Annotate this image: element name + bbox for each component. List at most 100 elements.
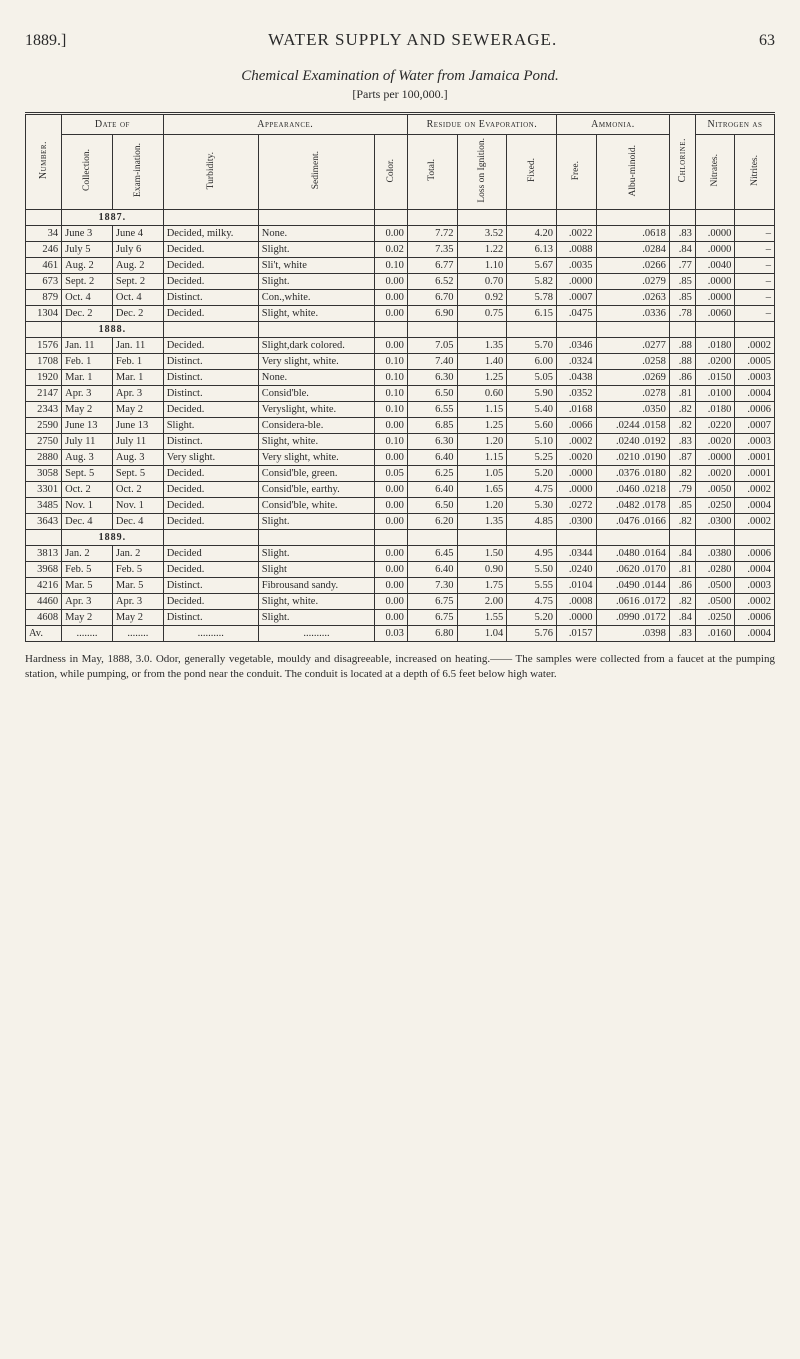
cell-sed: Veryslight, white. xyxy=(258,401,374,417)
cell-nitra: .0180 xyxy=(695,401,735,417)
cell-albu: .0269 xyxy=(596,369,669,385)
cell-sed: Slight. xyxy=(258,609,374,625)
cell-total: 6.20 xyxy=(407,513,457,529)
cell-total: 6.85 xyxy=(407,417,457,433)
cell-num: 4460 xyxy=(26,593,62,609)
table-row: 4608May 2May 2Distinct.Slight.0.006.751.… xyxy=(26,609,775,625)
cell-albu: .0620 .0170 xyxy=(596,561,669,577)
cell-exam: Aug. 3 xyxy=(112,449,163,465)
cell-color: 0.10 xyxy=(375,433,408,449)
cell-num: 1304 xyxy=(26,305,62,321)
cell-loss: 2.00 xyxy=(457,593,507,609)
group-nitrogen: Nitrogen as xyxy=(695,114,774,135)
cell-total: 6.40 xyxy=(407,449,457,465)
table-row: 2750July 11July 11Distinct.Slight, white… xyxy=(26,433,775,449)
cell-fixed: 5.82 xyxy=(507,273,557,289)
avg-loss: 1.04 xyxy=(457,625,507,641)
cell-sed: Con.,white. xyxy=(258,289,374,305)
cell-coll: Aug. 3 xyxy=(62,449,113,465)
cell-nitra: .0020 xyxy=(695,433,735,449)
cell-fixed: 5.70 xyxy=(507,337,557,353)
table-row: 2880Aug. 3Aug. 3Very slight.Very slight,… xyxy=(26,449,775,465)
cell-color: 0.10 xyxy=(375,401,408,417)
cell-nitri: .0003 xyxy=(735,369,775,385)
cell-total: 6.52 xyxy=(407,273,457,289)
cell-color: 0.00 xyxy=(375,273,408,289)
col-chlorine: Chlorine. xyxy=(677,138,688,182)
cell-turb: Decided. xyxy=(163,497,258,513)
col-turbidity: Turbidity. xyxy=(206,152,216,189)
cell-free: .0438 xyxy=(556,369,596,385)
cell-albu: .0284 xyxy=(596,241,669,257)
cell-exam: Feb. 5 xyxy=(112,561,163,577)
cell-fixed: 6.13 xyxy=(507,241,557,257)
avg-fixed: 5.76 xyxy=(507,625,557,641)
year-bracket: 1889.] xyxy=(25,32,66,50)
col-exam: Exam-ination. xyxy=(133,143,143,197)
cell-sed: Consid'ble, green. xyxy=(258,465,374,481)
data-table: Number. Date of Appearance. Residue on E… xyxy=(25,112,775,642)
cell-loss: 1.65 xyxy=(457,481,507,497)
cell-num: 673 xyxy=(26,273,62,289)
cell-coll: Dec. 2 xyxy=(62,305,113,321)
cell-color: 0.00 xyxy=(375,497,408,513)
cell-fixed: 5.30 xyxy=(507,497,557,513)
cell-turb: Very slight. xyxy=(163,449,258,465)
cell-nitra: .0060 xyxy=(695,305,735,321)
cell-chl: .87 xyxy=(669,449,695,465)
cell-albu: .0480 .0164 xyxy=(596,545,669,561)
cell-loss: 1.20 xyxy=(457,497,507,513)
cell-turb: Decided. xyxy=(163,401,258,417)
cell-loss: 1.35 xyxy=(457,513,507,529)
cell-exam: Dec. 4 xyxy=(112,513,163,529)
col-nitrates: Nitrates. xyxy=(710,154,720,186)
cell-loss: 0.70 xyxy=(457,273,507,289)
cell-chl: .88 xyxy=(669,337,695,353)
cell-free: .0066 xyxy=(556,417,596,433)
cell-loss: 1.10 xyxy=(457,257,507,273)
cell-nitri: .0003 xyxy=(735,577,775,593)
cell-nitra: .0500 xyxy=(695,593,735,609)
table-row: 879Oct. 4Oct. 4Distinct.Con.,white.0.006… xyxy=(26,289,775,305)
cell-coll: Apr. 3 xyxy=(62,593,113,609)
cell-coll: Dec. 4 xyxy=(62,513,113,529)
col-loss: Loss on Ignition. xyxy=(477,138,487,203)
cell-free: .0104 xyxy=(556,577,596,593)
cell-free: .0088 xyxy=(556,241,596,257)
cell-total: 7.30 xyxy=(407,577,457,593)
cell-sed: Consid'ble. xyxy=(258,385,374,401)
cell-coll: Feb. 5 xyxy=(62,561,113,577)
cell-coll: Nov. 1 xyxy=(62,497,113,513)
cell-exam: June 13 xyxy=(112,417,163,433)
cell-chl: .83 xyxy=(669,433,695,449)
cell-nitra: .0000 xyxy=(695,273,735,289)
cell-free: .0008 xyxy=(556,593,596,609)
cell-chl: .81 xyxy=(669,385,695,401)
cell-nitri: .0002 xyxy=(735,513,775,529)
cell-sed: Slight. xyxy=(258,513,374,529)
avg-nitri: .0004 xyxy=(735,625,775,641)
cell-free: .0000 xyxy=(556,273,596,289)
cell-exam: Mar. 5 xyxy=(112,577,163,593)
cell-albu: .0277 xyxy=(596,337,669,353)
cell-num: 3968 xyxy=(26,561,62,577)
cell-sed: Very slight, white. xyxy=(258,353,374,369)
avg-label: Av. xyxy=(26,625,62,641)
cell-sed: Slight, white. xyxy=(258,593,374,609)
cell-num: 3485 xyxy=(26,497,62,513)
avg-color: 0.03 xyxy=(375,625,408,641)
cell-nitra: .0100 xyxy=(695,385,735,401)
cell-total: 7.72 xyxy=(407,225,457,241)
cell-nitri: .0001 xyxy=(735,449,775,465)
page-number: 63 xyxy=(759,32,775,50)
cell-color: 0.00 xyxy=(375,305,408,321)
cell-total: 6.75 xyxy=(407,593,457,609)
cell-coll: Aug. 2 xyxy=(62,257,113,273)
cell-fixed: 5.20 xyxy=(507,609,557,625)
cell-free: .0346 xyxy=(556,337,596,353)
cell-total: 6.55 xyxy=(407,401,457,417)
cell-color: 0.00 xyxy=(375,545,408,561)
cell-nitri: – xyxy=(735,225,775,241)
cell-color: 0.05 xyxy=(375,465,408,481)
cell-num: 1576 xyxy=(26,337,62,353)
